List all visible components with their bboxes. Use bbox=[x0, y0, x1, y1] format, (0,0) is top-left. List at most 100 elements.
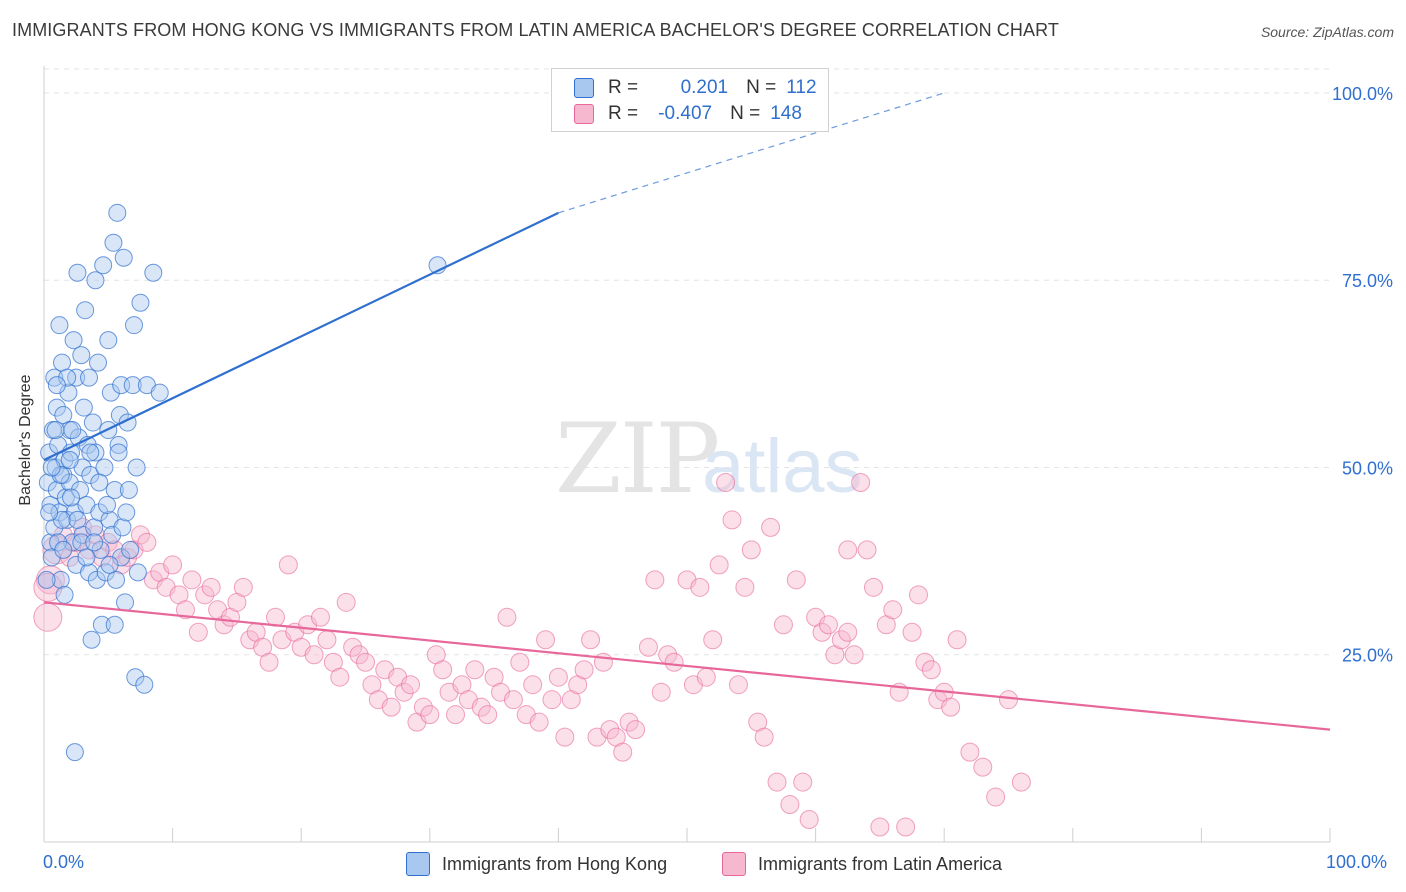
data-point-latin-america bbox=[182, 570, 202, 590]
data-point-latin-america bbox=[786, 570, 806, 590]
data-point-latin-america bbox=[645, 570, 665, 590]
data-point-latin-america bbox=[716, 472, 736, 492]
data-point-latin-america bbox=[863, 577, 883, 597]
data-point-hong-kong bbox=[108, 203, 127, 222]
data-point-latin-america bbox=[163, 555, 183, 575]
data-point-latin-america bbox=[175, 600, 195, 620]
data-point-latin-america bbox=[201, 577, 221, 597]
data-point-hong-kong bbox=[107, 570, 126, 589]
y-tick-labels: 25.0% 50.0% 75.0% 100.0% bbox=[1332, 84, 1393, 666]
data-point-hong-kong bbox=[117, 503, 136, 522]
data-point-hong-kong bbox=[47, 398, 66, 417]
legend-r-label: R = bbox=[608, 103, 639, 124]
data-point-latin-america bbox=[908, 585, 928, 605]
data-point-latin-america bbox=[870, 817, 890, 837]
data-point-hong-kong bbox=[51, 570, 70, 589]
data-point-latin-america bbox=[343, 637, 363, 657]
data-point-hong-kong bbox=[94, 256, 113, 275]
data-point-hong-kong bbox=[67, 368, 86, 387]
watermark-zip: ZIP bbox=[555, 403, 718, 515]
data-point-latin-america bbox=[478, 705, 498, 725]
data-point-hong-kong bbox=[54, 406, 73, 425]
data-point-latin-america bbox=[600, 720, 620, 740]
data-point-hong-kong bbox=[123, 376, 142, 395]
data-point-latin-america bbox=[741, 540, 761, 560]
data-point-latin-america bbox=[503, 690, 523, 710]
data-point-hong-kong bbox=[109, 443, 128, 462]
data-point-latin-america bbox=[536, 630, 556, 650]
data-point-hong-kong bbox=[109, 436, 128, 455]
trend-line-hong-kong bbox=[43, 211, 559, 461]
data-point-hong-kong bbox=[135, 675, 154, 694]
data-point-hong-kong bbox=[127, 458, 146, 477]
data-point-hong-kong bbox=[65, 743, 84, 762]
data-point-latin-america bbox=[593, 652, 613, 672]
data-point-latin-america bbox=[767, 772, 787, 792]
data-point-hong-kong bbox=[144, 263, 163, 282]
legend-r-value: -0.407 bbox=[658, 103, 713, 124]
data-point-hong-kong bbox=[95, 458, 114, 477]
y-axis-label: Bachelor's Degree bbox=[17, 374, 34, 506]
data-point-latin-america bbox=[960, 742, 980, 762]
x-tick-label-max: 100.0% bbox=[1326, 852, 1388, 872]
data-point-hong-kong bbox=[81, 465, 100, 484]
data-point-latin-america bbox=[773, 615, 793, 635]
axes bbox=[43, 66, 1331, 843]
data-point-latin-america bbox=[947, 630, 967, 650]
legend-r-label: R = bbox=[608, 77, 639, 98]
data-point-hong-kong bbox=[121, 540, 140, 559]
data-point-latin-america bbox=[118, 547, 138, 567]
data-point-latin-america bbox=[851, 472, 871, 492]
data-point-latin-america bbox=[722, 510, 742, 530]
watermark-atlas: atlas bbox=[702, 424, 863, 509]
bottom-legend-swatch-blue bbox=[406, 852, 430, 876]
data-point-latin-america bbox=[838, 622, 858, 642]
data-point-latin-america bbox=[921, 660, 941, 680]
data-point-hong-kong bbox=[85, 533, 104, 552]
bottom-legend-latin-america: Immigrants from Latin America bbox=[722, 851, 1002, 877]
data-point-latin-america bbox=[401, 675, 421, 695]
data-point-latin-america bbox=[471, 697, 491, 717]
data-point-latin-america bbox=[548, 667, 568, 687]
data-point-hong-kong bbox=[91, 540, 110, 559]
data-point-latin-america bbox=[574, 660, 594, 680]
y-tick-label: 25.0% bbox=[1342, 646, 1393, 666]
data-point-hong-kong bbox=[50, 503, 69, 522]
data-point-hong-kong bbox=[37, 570, 56, 589]
data-point-latin-america bbox=[188, 622, 208, 642]
data-point-latin-america bbox=[259, 652, 279, 672]
data-point-hong-kong bbox=[119, 480, 138, 499]
data-point-hong-kong bbox=[86, 271, 105, 290]
data-point-hong-kong bbox=[86, 443, 105, 462]
data-point-latin-america bbox=[310, 607, 330, 627]
legend-swatch-blue bbox=[574, 78, 594, 98]
data-point-hong-kong bbox=[113, 518, 132, 537]
data-point-latin-america bbox=[33, 602, 63, 632]
data-point-latin-america bbox=[626, 720, 646, 740]
y-tick-label: 100.0% bbox=[1332, 84, 1393, 104]
data-point-latin-america bbox=[542, 690, 562, 710]
data-point-latin-america bbox=[510, 652, 530, 672]
data-point-hong-kong bbox=[41, 495, 60, 514]
data-point-hong-kong bbox=[100, 555, 119, 574]
data-point-latin-america bbox=[336, 592, 356, 612]
data-point-hong-kong bbox=[56, 488, 75, 507]
data-point-hong-kong bbox=[54, 540, 73, 559]
data-point-hong-kong bbox=[74, 398, 93, 417]
data-point-latin-america bbox=[857, 540, 877, 560]
data-point-latin-america bbox=[703, 630, 723, 650]
data-point-latin-america bbox=[728, 675, 748, 695]
data-point-latin-america bbox=[619, 712, 639, 732]
data-point-latin-america bbox=[754, 727, 774, 747]
data-point-hong-kong bbox=[101, 383, 120, 402]
data-point-latin-america bbox=[818, 615, 838, 635]
trend-line-latin-america bbox=[43, 601, 1331, 731]
data-point-hong-kong bbox=[42, 458, 61, 477]
data-point-latin-america bbox=[195, 585, 215, 605]
data-point-hong-kong bbox=[51, 465, 70, 484]
legend-n-value: 112 bbox=[786, 77, 817, 98]
data-point-latin-america bbox=[394, 682, 414, 702]
data-point-latin-america bbox=[523, 675, 543, 695]
data-point-latin-america bbox=[780, 795, 800, 815]
